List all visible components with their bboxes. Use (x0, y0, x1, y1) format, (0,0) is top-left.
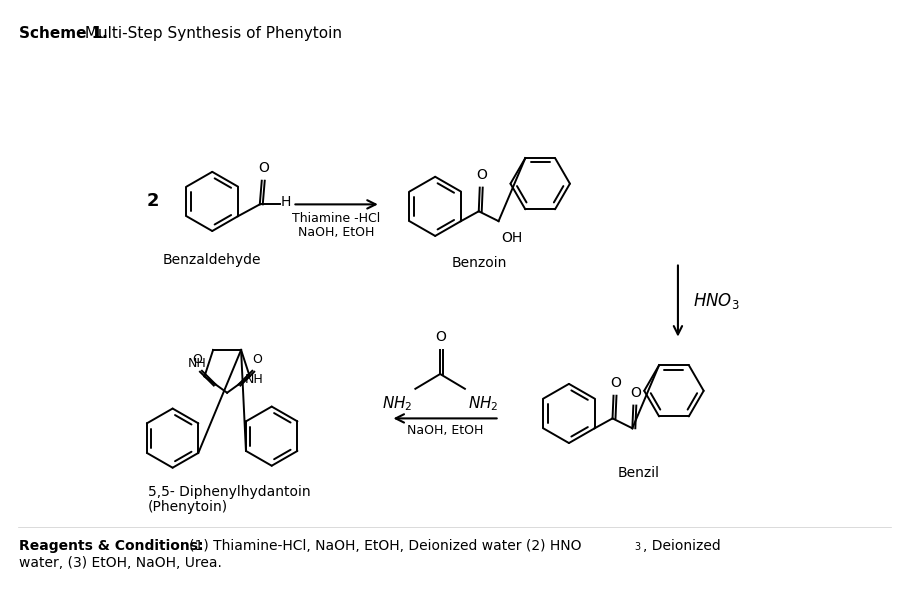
Text: O: O (610, 376, 621, 390)
Text: $\mathit{HNO_3}$: $\mathit{HNO_3}$ (693, 291, 739, 311)
Text: Thiamine -HCl: Thiamine -HCl (293, 212, 381, 225)
Text: Benzil: Benzil (617, 466, 659, 480)
Text: , Deionized: , Deionized (644, 539, 721, 553)
Text: 5,5- Diphenylhydantoin: 5,5- Diphenylhydantoin (148, 486, 311, 500)
Text: NH: NH (188, 357, 207, 370)
Text: Reagents & Conditions:: Reagents & Conditions: (19, 539, 204, 553)
Text: $\mathit{NH_2}$: $\mathit{NH_2}$ (382, 395, 413, 413)
Text: water, (3) EtOH, NaOH, Urea.: water, (3) EtOH, NaOH, Urea. (19, 557, 222, 571)
Text: $\mathit{NH_2}$: $\mathit{NH_2}$ (468, 395, 498, 413)
Text: H: H (281, 195, 291, 209)
Text: Multi-Step Synthesis of Phenytoin: Multi-Step Synthesis of Phenytoin (80, 26, 342, 41)
Text: O: O (192, 353, 202, 366)
Text: Scheme 1.: Scheme 1. (19, 26, 108, 41)
Text: Benzaldehyde: Benzaldehyde (163, 253, 262, 266)
Text: O: O (476, 168, 487, 181)
Text: $_3$: $_3$ (634, 539, 642, 553)
Text: Benzoin: Benzoin (452, 256, 507, 270)
Text: NH: NH (245, 373, 263, 386)
Text: NaOH, EtOH: NaOH, EtOH (407, 424, 484, 437)
Text: O: O (630, 385, 641, 399)
Text: NaOH, EtOH: NaOH, EtOH (298, 226, 375, 239)
Text: 2: 2 (146, 192, 159, 211)
Text: (Phenytoin): (Phenytoin) (148, 500, 228, 514)
Text: OH: OH (502, 231, 523, 245)
Text: (1) Thiamine-HCl, NaOH, EtOH, Deionized water (2) HNO: (1) Thiamine-HCl, NaOH, EtOH, Deionized … (189, 539, 582, 553)
Text: O: O (258, 161, 269, 175)
Text: O: O (253, 353, 262, 366)
Text: O: O (435, 330, 446, 344)
